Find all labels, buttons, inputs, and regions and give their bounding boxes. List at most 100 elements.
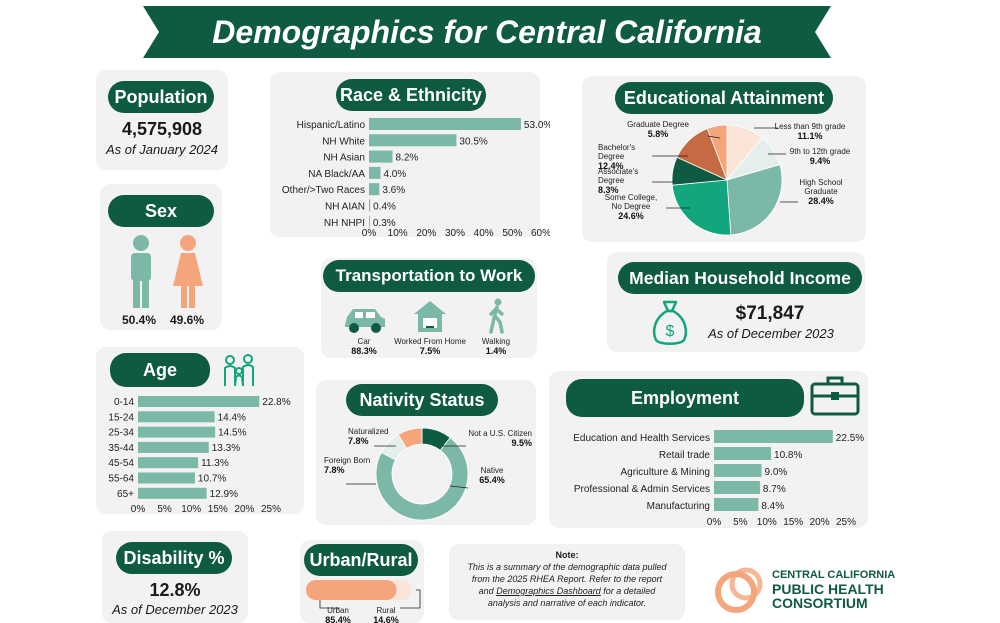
male-pct: 50.4%: [121, 313, 157, 327]
bar: [714, 481, 760, 494]
bar-category-label: 25-34: [108, 428, 134, 439]
employment-bar-chart: Education and Health Services 22.5% Retail…: [573, 430, 864, 528]
axis-tick-label: 15%: [208, 504, 228, 515]
bar-value-label: 11.3%: [201, 458, 229, 469]
population-heading: Population: [108, 81, 214, 113]
income-asof: As of December 2023: [708, 326, 834, 341]
bar-category-label: Agriculture & Mining: [621, 467, 710, 478]
nativity-label-not-citizen: Not a U.S. Citizen 9.5%: [468, 429, 532, 448]
bar-value-label: 30.5%: [459, 136, 487, 147]
bar-value-label: 9.0%: [765, 467, 788, 478]
axis-tick-label: 25%: [261, 504, 281, 515]
bar: [138, 457, 199, 469]
edu-label-less-9th: Less than 9th grade 11.1%: [774, 122, 846, 141]
race-heading: Race & Ethnicity: [336, 79, 486, 111]
employment-heading: Employment: [566, 379, 804, 417]
pie-slice: [726, 164, 783, 236]
female-person-icon: [173, 235, 203, 308]
svg-text:$: $: [666, 323, 675, 340]
edu-label-bachelors: Bachelor's Degree 12.4%: [598, 143, 636, 171]
axis-tick-label: 40%: [474, 228, 494, 239]
bar-value-label: 13.3%: [212, 443, 240, 454]
money-bag-icon: $: [652, 300, 688, 345]
edu-label-graduate: Graduate Degree 5.8%: [627, 120, 689, 139]
axis-tick-label: 5%: [157, 504, 172, 515]
axis-tick-label: 30%: [445, 228, 465, 239]
leader-line: [319, 600, 340, 609]
note-card: [449, 544, 685, 620]
bar: [138, 426, 216, 438]
income-value: $71,847: [735, 303, 805, 324]
axis-tick-label: 0%: [131, 504, 146, 515]
bar: [138, 411, 215, 423]
urban-label: Urban 85.4%: [325, 606, 351, 623]
transport-walking: Walking 1.4%: [481, 337, 511, 356]
edu-label-9th-12th: 9th to 12th grade 9.4%: [789, 147, 851, 166]
bar-value-label: 22.5%: [836, 433, 864, 444]
bar-value-label: 0.3%: [373, 218, 396, 229]
demographics-dashboard-link[interactable]: Demographics Dashboard: [496, 586, 601, 596]
edu-label-some-college: Some College, No Degree 24.6%: [604, 193, 658, 221]
bar: [138, 396, 260, 407]
note-text: Note: This is a summary of the demograph…: [467, 550, 667, 608]
transport-heading: Transportation to Work: [323, 260, 535, 292]
bar-category-label: NH AIAN: [325, 202, 365, 213]
bar-value-label: 3.6%: [382, 185, 405, 196]
nativity-donut-chart: [346, 427, 469, 521]
population-asof: As of January 2024: [105, 142, 219, 157]
bar-category-label: NA Black/AA: [308, 169, 365, 180]
bar-value-label: 8.2%: [396, 153, 419, 164]
bar: [369, 199, 371, 212]
bar-value-label: 10.7%: [198, 474, 226, 485]
pie-slice: [706, 124, 728, 181]
bar-value-label: 10.8%: [774, 450, 802, 461]
disability-heading: Disability %: [116, 542, 232, 574]
nativity-label-native: Native 65.4%: [479, 466, 505, 485]
bar-value-label: 14.5%: [218, 428, 246, 439]
female-pct: 49.6%: [169, 313, 205, 327]
leader-line: [707, 135, 721, 139]
disability-asof: As of December 2023: [112, 602, 238, 617]
axis-tick-label: 20%: [416, 228, 436, 239]
bar-category-label: 65+: [117, 489, 134, 500]
urban-rural-bar: [306, 580, 421, 609]
bar-category-label: Education and Health Services: [573, 433, 710, 444]
bar: [369, 134, 457, 147]
race-bar-chart: Hispanic/Latino 53.0% NH White 30.5% NH Asia…: [282, 118, 550, 239]
bar-category-label: NH White: [322, 136, 365, 147]
transport-car: Car 88.3%: [351, 337, 377, 356]
bar: [138, 441, 209, 453]
axis-tick-label: 50%: [502, 228, 522, 239]
age-bar-chart: 0-14 22.8% 15-24 14.4% 25-34 14.5% 35-44 13.3% 4…: [108, 396, 291, 515]
bar-value-label: 4.0%: [383, 169, 406, 180]
urban-heading: Urban/Rural: [304, 544, 418, 576]
axis-tick-label: 25%: [836, 517, 856, 528]
education-pie-chart: [652, 124, 798, 236]
bar-value-label: 53.0%: [524, 120, 550, 131]
axis-tick-label: 10%: [757, 517, 777, 528]
bar: [369, 118, 521, 130]
consortium-logo-icon: [715, 567, 763, 613]
sex-heading: Sex: [108, 195, 214, 227]
bar-category-label: NH NHPI: [324, 218, 365, 229]
bar-category-label: 35-44: [108, 443, 134, 454]
bar: [369, 150, 393, 163]
edu-label-associates: Associate's Degree 8.3%: [598, 167, 639, 195]
briefcase-icon: [810, 376, 860, 416]
bar-value-label: 0.4%: [373, 202, 396, 213]
male-person-icon: [131, 235, 151, 308]
bar-category-label: Hispanic/Latino: [297, 120, 366, 131]
axis-tick-label: 20%: [234, 504, 254, 515]
page-title: Demographics for Central California: [212, 13, 762, 50]
axis-tick-label: 5%: [733, 517, 748, 528]
walking-icon: [489, 298, 504, 334]
bar-category-label: Manufacturing: [647, 501, 710, 512]
bar: [369, 215, 370, 228]
bar-category-label: Professional & Admin Services: [574, 484, 710, 495]
bar-value-label: 12.9%: [210, 489, 238, 500]
nativity-label-foreign: Foreign Born 7.8%: [324, 456, 371, 475]
consortium-logo-text: CENTRAL CALIFORNIA PUBLIC HEALTH CONSORT…: [772, 569, 896, 611]
bar-category-label: 55-64: [108, 474, 134, 485]
population-value: 4,575,908: [121, 119, 203, 139]
income-heading: Median Household Income: [618, 262, 862, 294]
